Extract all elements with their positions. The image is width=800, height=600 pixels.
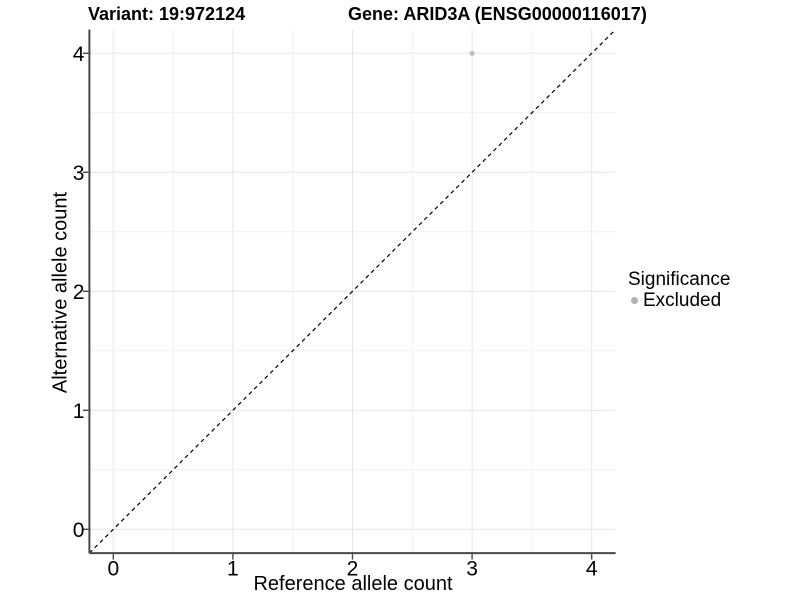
data-point xyxy=(469,50,475,56)
y-tick-label: 1 xyxy=(73,400,85,423)
x-tick-label: 1 xyxy=(227,558,239,581)
x-tick-label: 2 xyxy=(347,558,359,581)
legend-key-dot xyxy=(631,297,638,304)
identity-line xyxy=(88,29,617,554)
x-axis-title: Reference allele count xyxy=(253,573,453,595)
legend-item-excluded: Excluded xyxy=(628,290,730,311)
plot-title-gene: Gene: ARID3A (ENSG00000116017) xyxy=(348,4,647,24)
legend-item-label: Excluded xyxy=(643,289,722,311)
y-tick-label: 2 xyxy=(73,281,85,304)
legend-title: Significance xyxy=(628,269,731,290)
plot-title-variant: Variant: 19:972124 xyxy=(88,4,246,24)
x-tick-label: 0 xyxy=(107,558,119,581)
y-tick-label: 4 xyxy=(73,43,85,66)
legend: Significance Excluded xyxy=(628,269,730,311)
y-tick-label: 0 xyxy=(73,519,85,542)
x-tick-label: 3 xyxy=(466,558,478,581)
x-tick-label: 4 xyxy=(586,558,598,581)
y-tick-label: 3 xyxy=(73,162,85,185)
y-axis-title: Alternative allele count xyxy=(49,191,72,394)
